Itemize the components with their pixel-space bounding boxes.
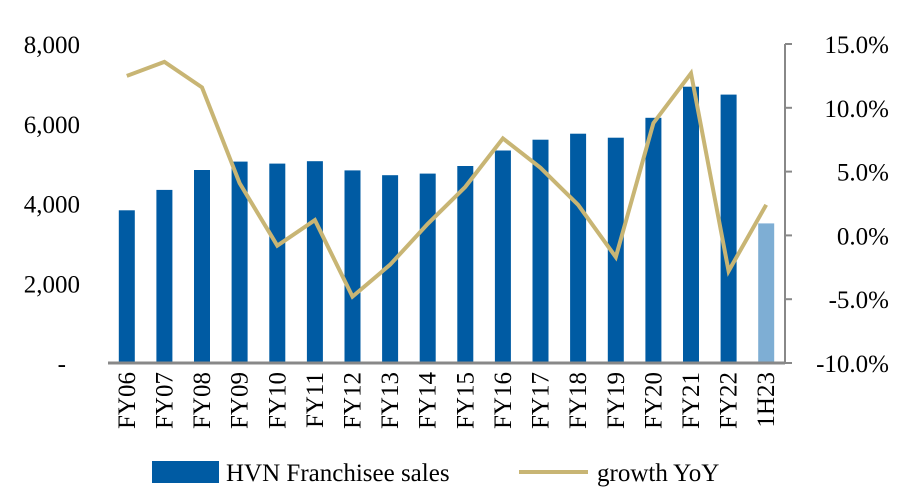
left-tick-label: 6,000 xyxy=(24,112,80,139)
legend-bar-swatch xyxy=(152,461,219,483)
legend: HVN Franchisee sales growth YoY xyxy=(152,460,719,487)
x-tick-label-fy13: FY13 xyxy=(377,372,404,429)
line-layer xyxy=(126,59,768,300)
x-tick-label-fy17: FY17 xyxy=(528,372,555,429)
bar-fy21 xyxy=(683,86,699,363)
bar-fy14 xyxy=(419,173,436,363)
legend-label-growth-yoy: growth YoY xyxy=(597,460,719,487)
growth-yoy-line xyxy=(126,59,768,300)
bar-fy11 xyxy=(306,161,323,363)
left-axis-ticks: - 2,000 4,000 6,000 8,000 xyxy=(24,32,80,378)
right-tick-label: -10.0% xyxy=(816,351,889,378)
x-tick-label-fy10: FY10 xyxy=(264,372,291,429)
bar-fy06 xyxy=(118,210,135,363)
x-tick-label-fy09: FY09 xyxy=(227,372,254,429)
x-tick-label-fy20: FY20 xyxy=(640,372,667,429)
x-tick-label-fy08: FY08 xyxy=(189,372,216,429)
x-tick-label-fy12: FY12 xyxy=(340,372,367,429)
right-tick-label: 5.0% xyxy=(837,160,889,187)
bar-fy13 xyxy=(382,175,399,363)
left-tick-label: 4,000 xyxy=(24,192,80,219)
bar-1h23 xyxy=(758,223,775,363)
bar-fy08 xyxy=(194,170,210,363)
axes-layer xyxy=(108,43,792,365)
legend-label-franchisee-sales: HVN Franchisee sales xyxy=(226,460,450,487)
right-tick-label: 10.0% xyxy=(824,96,889,123)
bar-fy10 xyxy=(269,163,286,363)
left-tick-label: 8,000 xyxy=(24,32,80,59)
bar-fy16 xyxy=(494,150,511,363)
bar-fy20 xyxy=(645,117,662,363)
bar-fy12 xyxy=(344,170,361,363)
bar-fy09 xyxy=(231,161,248,363)
x-tick-label-fy18: FY18 xyxy=(565,372,592,429)
bar-fy22 xyxy=(720,94,737,363)
right-tick-label: 15.0% xyxy=(824,32,889,59)
right-tick-label: 0.0% xyxy=(837,223,889,250)
x-tick-label-fy15: FY15 xyxy=(452,372,479,429)
x-tick-label-fy14: FY14 xyxy=(415,372,442,429)
bar-fy17 xyxy=(532,139,549,363)
x-tick-label-fy07: FY07 xyxy=(151,372,178,429)
x-tick-label-fy16: FY16 xyxy=(490,372,517,429)
right-tick-label: -5.0% xyxy=(829,287,889,314)
left-tick-label: - xyxy=(58,351,66,378)
right-axis-ticks: -10.0% -5.0% 0.0% 5.0% 10.0% 15.0% xyxy=(816,32,889,378)
x-axis-ticks: FY06 FY07 FY08 FY09 FY10 FY11 FY12 FY13 FY14 FY15… xyxy=(114,372,780,429)
x-tick-label-fy06: FY06 xyxy=(114,372,141,429)
bar-fy18 xyxy=(570,133,587,363)
left-tick-label: 2,000 xyxy=(24,271,80,298)
x-tick-label-fy21: FY21 xyxy=(678,372,705,429)
x-tick-label-fy22: FY22 xyxy=(716,372,743,429)
x-tick-label-1h23: 1H23 xyxy=(753,372,780,428)
bar-fy07 xyxy=(156,189,173,363)
x-tick-label-fy19: FY19 xyxy=(603,372,630,429)
bar-fy15 xyxy=(457,166,474,363)
x-tick-label-fy11: FY11 xyxy=(302,372,329,428)
